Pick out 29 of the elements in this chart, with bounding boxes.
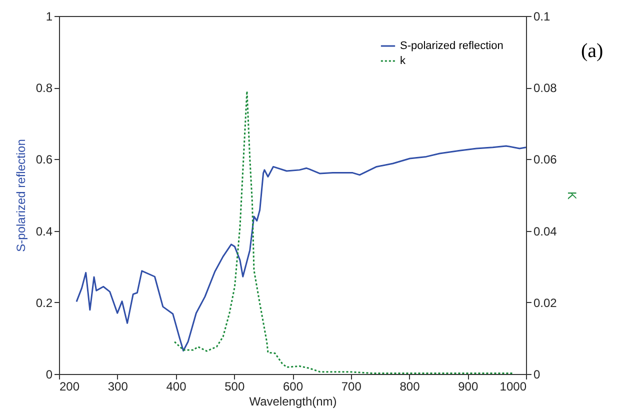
y-tick-label: 0.8 [36,81,53,96]
x-tick-label: 500 [224,380,245,394]
y2-tick-label: 0 [534,368,540,382]
legend-label: S-polarized reflection [400,40,504,52]
y2-tick-label: 0.04 [534,224,558,238]
y-tick-label: 0.6 [36,152,53,167]
y2-axis-title: K [564,191,579,200]
y2-tick-label: 0.06 [534,152,558,167]
y2-tick-label: 0.02 [534,296,558,310]
x-tick-label: 400 [166,380,187,394]
legend-label: k [400,55,406,67]
x-tick-label: 1000 [500,380,527,394]
x-tick-label: 300 [108,380,128,394]
line-series [76,145,527,352]
x-tick-label: 200 [60,380,80,394]
y-tick-label: 0.2 [36,296,53,310]
x-axis-title: Wavelength(nm) [249,394,337,408]
y-axis-title: S-polarized reflection [14,139,28,252]
y-tick-label: 1 [46,10,53,24]
y2-tick-label: 0.08 [534,81,558,96]
y-tick-label: 0.4 [36,224,53,238]
x-tick-label: 700 [341,380,362,394]
x-tick-label: 900 [458,380,478,394]
x-tick-label: 800 [400,380,420,394]
line-series [174,90,514,374]
text: (a) [581,40,604,62]
x-tick-label: 600 [282,380,304,394]
y2-tick-label: 0.1 [534,10,551,24]
y-tick-label: 0 [46,368,53,382]
